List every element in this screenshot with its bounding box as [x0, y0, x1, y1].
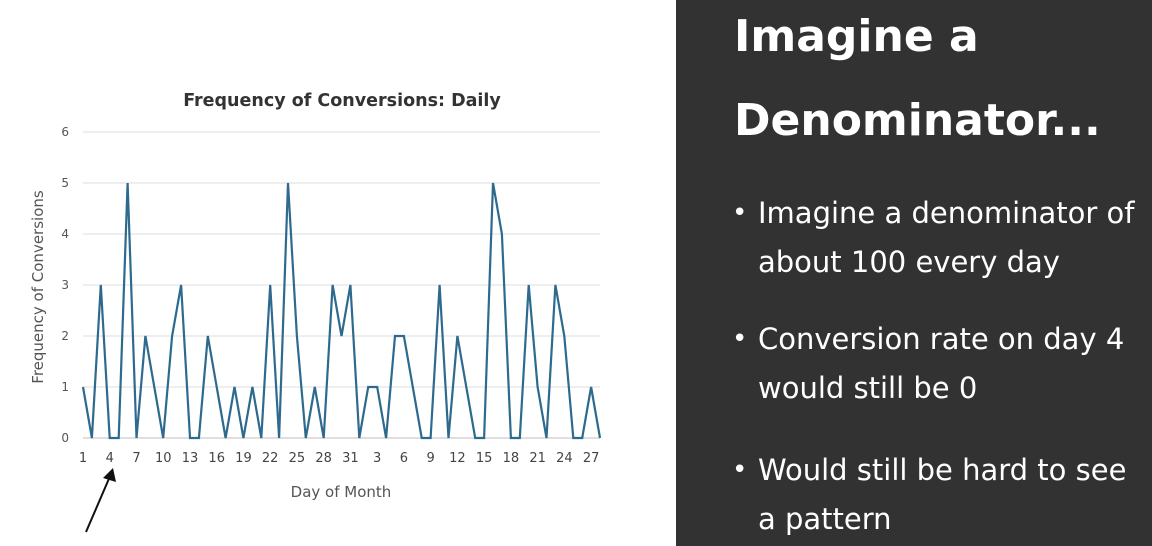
x-tick-label: 24 — [556, 451, 573, 466]
text-panel: Imagine a Denominator... • Imagine a den… — [676, 0, 1152, 546]
arrow-head-icon — [103, 468, 116, 482]
bullet-item: • Conversion rate on day 4 would still b… — [732, 315, 1124, 413]
bullet-dot-icon: • — [732, 198, 748, 228]
x-tick-label: 6 — [400, 451, 408, 466]
y-tick-label: 2 — [61, 329, 69, 343]
x-tick-label: 28 — [315, 451, 332, 466]
y-tick-labels: 0 1 2 3 4 5 6 — [61, 125, 69, 445]
x-tick-label: 7 — [132, 451, 140, 466]
y-tick-label: 5 — [61, 176, 69, 190]
bullet-text-line: Conversion rate on day 4 — [758, 322, 1125, 356]
x-tick-label: 4 — [106, 451, 114, 466]
x-tick-label: 1 — [79, 451, 87, 466]
x-tick-label: 12 — [449, 451, 466, 466]
bullet-text-line: Would still be hard to see — [758, 453, 1127, 487]
bullet-text-line: a pattern — [758, 502, 892, 536]
y-tick-label: 0 — [61, 431, 69, 445]
x-tick-label: 3 — [373, 451, 381, 466]
bullet-text-line: about 100 every day — [758, 245, 1060, 279]
x-tick-label: 25 — [289, 451, 306, 466]
x-tick-label: 16 — [208, 451, 225, 466]
bullet-dot-icon: • — [732, 455, 748, 485]
x-tick-label: 27 — [583, 451, 600, 466]
x-axis-label: Day of Month — [291, 483, 392, 501]
conversions-series-line — [81, 182, 602, 440]
bullet-dot-icon: • — [732, 324, 748, 354]
y-tick-label: 6 — [61, 125, 69, 139]
y-tick-label: 1 — [61, 380, 69, 394]
x-tick-label: 22 — [262, 451, 279, 466]
arrow-shaft — [85, 473, 112, 533]
bullet-item: • Imagine a denominator of about 100 eve… — [732, 189, 1135, 287]
chart-title: Frequency of Conversions: Daily — [183, 91, 501, 111]
slide-heading-line-1: Imagine a — [734, 11, 979, 62]
x-tick-label: 18 — [503, 451, 520, 466]
bullet-text-line: would still be 0 — [758, 371, 978, 405]
y-axis-label: Frequency of Conversions — [29, 190, 47, 384]
bullet-item: • Would still be hard to see a pattern — [732, 446, 1126, 544]
x-tick-label: 31 — [342, 451, 359, 466]
y-tick-label: 4 — [61, 227, 69, 241]
bullet-text-line: Imagine a denominator of — [758, 196, 1135, 230]
slide-heading-line-2: Denominator... — [734, 95, 1101, 146]
x-tick-label: 9 — [426, 451, 434, 466]
x-tick-label: 21 — [529, 451, 546, 466]
x-tick-label: 13 — [182, 451, 199, 466]
x-tick-label: 19 — [235, 451, 252, 466]
x-tick-label: 10 — [155, 451, 172, 466]
x-tick-labels: 1 4 7 10 13 16 19 22 25 28 31 3 6 9 12 15 18 21 24 27 — [79, 451, 600, 466]
x-tick-label: 15 — [476, 451, 493, 466]
y-tick-label: 3 — [61, 278, 69, 292]
day-4-arrow-annotation — [85, 468, 116, 533]
